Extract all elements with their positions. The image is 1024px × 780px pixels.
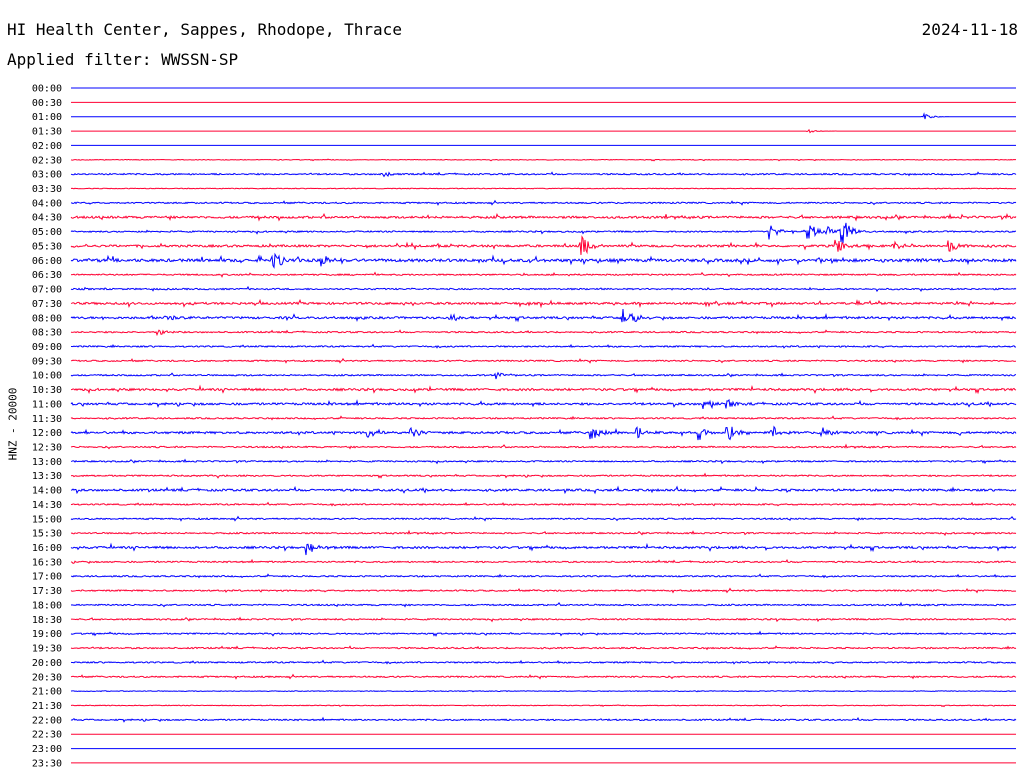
trace-line bbox=[70, 630, 1016, 637]
trace-line bbox=[70, 235, 1017, 255]
date-label: 2024-11-18 bbox=[921, 20, 1018, 39]
trace-line bbox=[70, 371, 1017, 380]
time-tick-label: 22:30 bbox=[32, 730, 62, 741]
time-tick-label: 11:30 bbox=[32, 414, 62, 425]
trace-line bbox=[71, 112, 1016, 120]
time-tick-label: 14:30 bbox=[32, 500, 62, 511]
time-tick-label: 16:30 bbox=[32, 557, 62, 568]
trace-line bbox=[70, 252, 1017, 269]
time-tick-label: 18:30 bbox=[32, 615, 62, 626]
time-tick-label: 19:30 bbox=[32, 644, 62, 655]
time-tick-label: 21:30 bbox=[32, 701, 62, 712]
trace-line bbox=[70, 587, 1017, 594]
trace-line bbox=[70, 199, 1017, 206]
time-tick-label: 12:00 bbox=[32, 428, 62, 439]
station-title: HI Health Center, Sappes, Rhodope, Thrac… bbox=[7, 20, 402, 39]
trace-line bbox=[70, 529, 1017, 537]
trace-line bbox=[70, 171, 1017, 178]
time-tick-label: 02:30 bbox=[32, 155, 62, 166]
trace-line bbox=[70, 704, 1016, 708]
time-tick-label: 04:00 bbox=[32, 198, 62, 209]
trace-line bbox=[70, 329, 1017, 337]
time-tick-label: 09:00 bbox=[32, 342, 62, 353]
trace-line bbox=[70, 689, 1017, 693]
time-tick-label: 08:30 bbox=[32, 328, 62, 339]
trace-line bbox=[70, 222, 1017, 244]
trace-line bbox=[70, 673, 1017, 680]
time-tick-label: 04:30 bbox=[32, 213, 62, 224]
trace-line bbox=[70, 659, 1017, 665]
time-tick-label: 00:30 bbox=[32, 98, 62, 109]
time-tick-label: 03:00 bbox=[32, 170, 62, 181]
time-tick-label: 12:30 bbox=[32, 443, 62, 454]
time-tick-label: 19:00 bbox=[32, 629, 62, 640]
time-tick-label: 17:00 bbox=[32, 572, 62, 583]
time-tick-label: 11:00 bbox=[32, 399, 62, 410]
time-tick-label: 05:00 bbox=[32, 227, 62, 238]
trace-line bbox=[70, 384, 1017, 395]
trace-line bbox=[70, 357, 1017, 364]
time-tick-label: 10:00 bbox=[32, 371, 62, 382]
trace-line bbox=[71, 343, 1016, 349]
time-tick-label: 14:00 bbox=[32, 486, 62, 497]
time-tick-label: 03:30 bbox=[32, 184, 62, 195]
trace-line bbox=[70, 309, 1016, 323]
time-tick-label: 22:00 bbox=[32, 715, 62, 726]
trace-line bbox=[70, 271, 1017, 278]
time-tick-label: 00:00 bbox=[32, 84, 62, 95]
trace-line bbox=[70, 415, 1017, 421]
time-tick-label: 06:00 bbox=[32, 256, 62, 267]
trace-line bbox=[70, 558, 1017, 564]
trace-line bbox=[70, 601, 1017, 608]
time-tick-label: 20:30 bbox=[32, 672, 62, 683]
time-tick-label: 15:30 bbox=[32, 529, 62, 540]
time-tick-label: 05:30 bbox=[32, 241, 62, 252]
time-tick-label: 07:00 bbox=[32, 285, 62, 296]
time-tick-label: 13:30 bbox=[32, 471, 62, 482]
trace-line bbox=[70, 298, 1017, 309]
trace-line bbox=[70, 472, 1017, 479]
trace-line bbox=[70, 645, 1017, 651]
time-tick-label: 06:30 bbox=[32, 270, 62, 281]
trace-line bbox=[70, 425, 1017, 441]
trace-line bbox=[70, 501, 1017, 507]
time-tick-label: 18:00 bbox=[32, 600, 62, 611]
time-tick-label: 23:30 bbox=[32, 758, 62, 769]
time-tick-label: 10:30 bbox=[32, 385, 62, 396]
trace-line bbox=[70, 515, 1017, 522]
trace-line bbox=[70, 616, 1017, 623]
time-tick-label: 07:30 bbox=[32, 299, 62, 310]
trace-line bbox=[70, 187, 1017, 190]
time-tick-label: 17:30 bbox=[32, 586, 62, 597]
time-tick-label: 01:00 bbox=[32, 112, 62, 123]
trace-line bbox=[70, 716, 1017, 723]
time-tick-label: 02:00 bbox=[32, 141, 62, 152]
time-tick-label: 01:30 bbox=[32, 127, 62, 138]
trace-line bbox=[71, 128, 1016, 134]
trace-line bbox=[71, 573, 1017, 579]
time-tick-label: 13:00 bbox=[32, 457, 62, 468]
trace-line bbox=[70, 158, 1017, 162]
time-tick-label: 21:00 bbox=[32, 687, 62, 698]
trace-line bbox=[70, 398, 1017, 410]
trace-line bbox=[70, 212, 1017, 222]
trace-line bbox=[70, 458, 1017, 465]
time-tick-label: 08:00 bbox=[32, 313, 62, 324]
filter-label: Applied filter: WWSSN-SP bbox=[7, 50, 239, 69]
time-tick-label: 23:00 bbox=[32, 744, 62, 755]
trace-line bbox=[70, 485, 1017, 495]
time-tick-label: 16:00 bbox=[32, 543, 62, 554]
time-tick-label: 15:00 bbox=[32, 514, 62, 525]
trace-line bbox=[70, 285, 1017, 293]
trace-line bbox=[70, 542, 1017, 556]
trace-line bbox=[70, 443, 1017, 450]
time-tick-label: 09:30 bbox=[32, 356, 62, 367]
time-tick-label: 20:00 bbox=[32, 658, 62, 669]
